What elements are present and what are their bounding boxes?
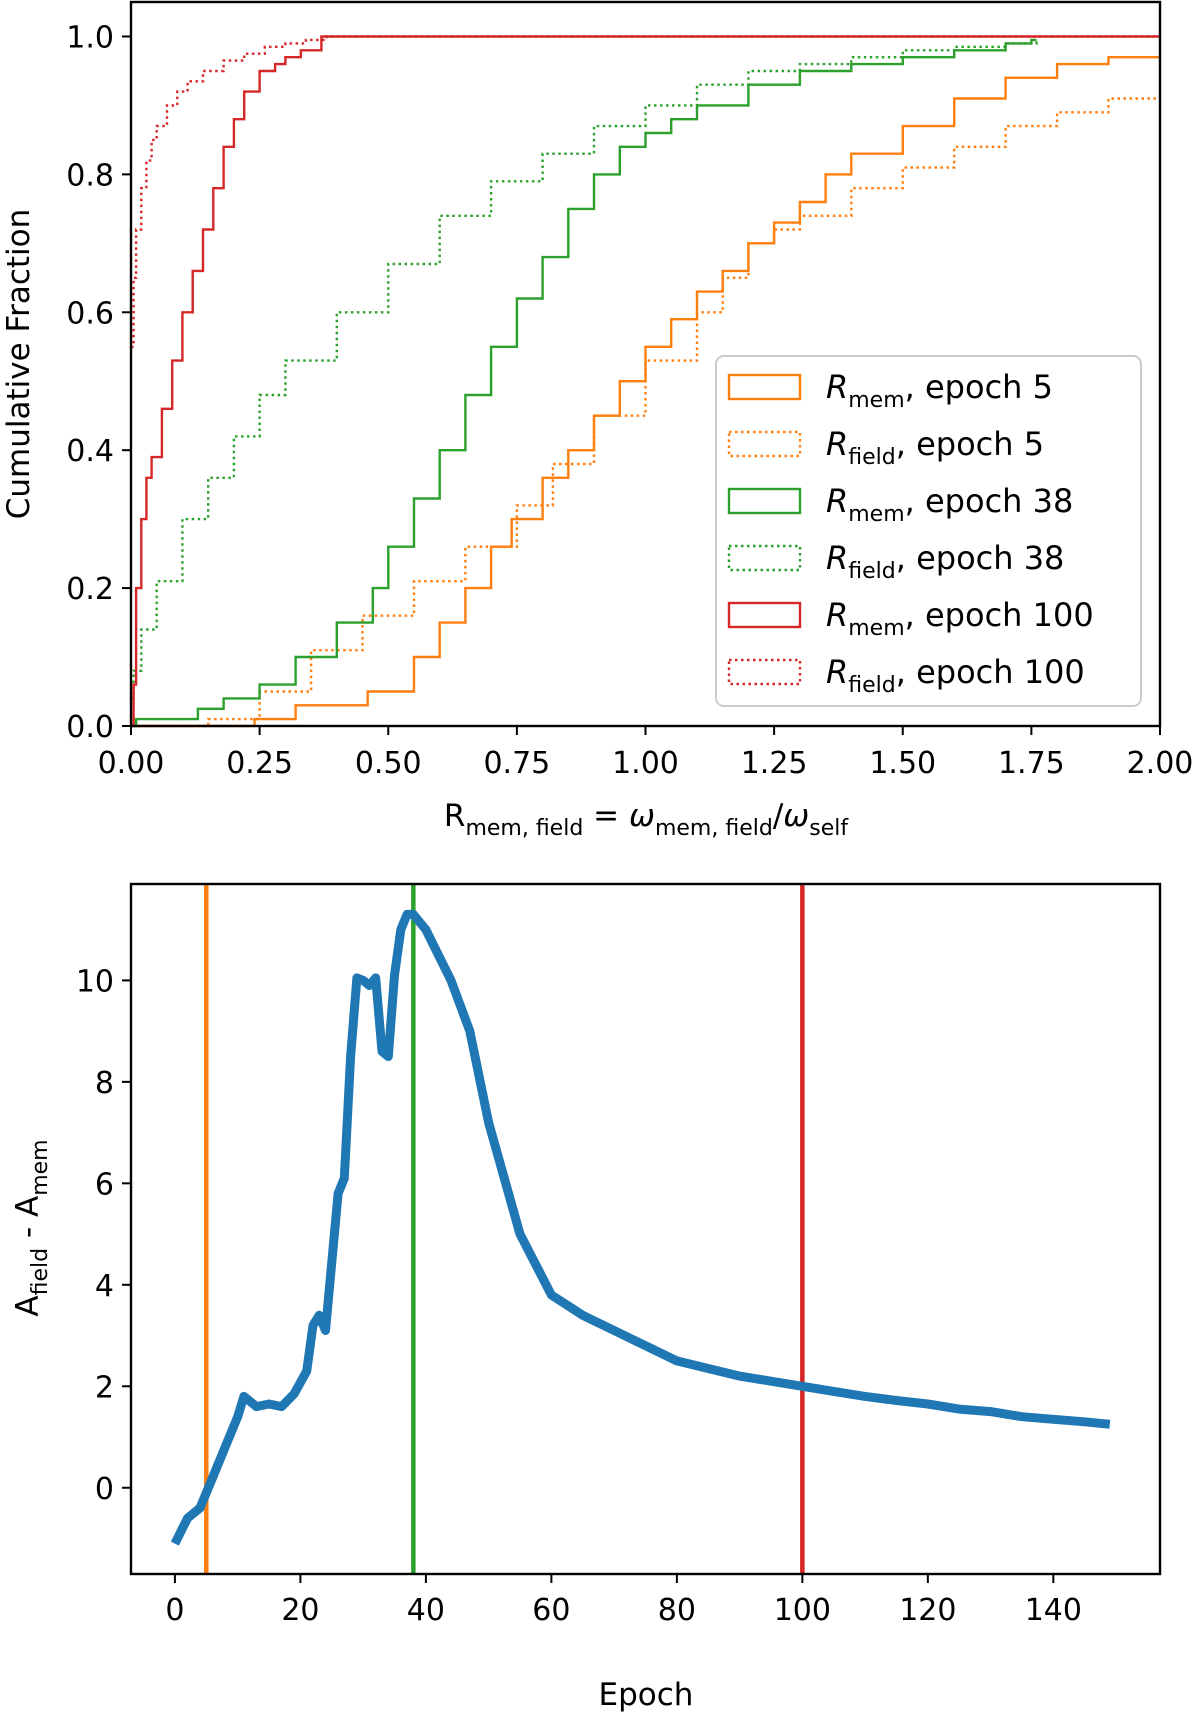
cdf-y-tick-label: 0.8 <box>66 158 114 193</box>
x-label-eq: = <box>583 798 629 834</box>
x-label-num: ω <box>629 798 655 834</box>
cdf-ticks: 0.00 0.25 0.50 0.75 1.00 1.25 1.50 1.75 2.00 0.0 0… <box>66 20 1193 781</box>
epoch-y-tick-label: 10 <box>76 964 114 999</box>
y-label-b-sub: mem <box>28 1139 53 1195</box>
x-label-den-sub: self <box>809 816 849 841</box>
cdf-x-tick-label: 0.50 <box>355 746 422 781</box>
cdf-x-tick-label: 0.25 <box>226 746 293 781</box>
cdf-x-tick-label: 2.00 <box>1127 746 1194 781</box>
legend-label-rfield38: Rfield, epoch 38 <box>826 539 1064 584</box>
cdf-x-tick-label: 1.00 <box>612 746 679 781</box>
epoch-x-tick-label: 40 <box>407 1593 445 1628</box>
cdf-x-tick-label: 1.75 <box>998 746 1065 781</box>
y-label-a: A <box>10 1295 46 1316</box>
epoch-x-tick-label: 0 <box>165 1593 184 1628</box>
legend-swatch-rmem100 <box>727 601 802 629</box>
cdf-line-rfield38 <box>131 39 1038 700</box>
cdf-y-tick-label: 0.2 <box>66 572 114 607</box>
epoch-y-tick-label: 6 <box>95 1167 114 1202</box>
cdf-line-rmem38 <box>131 38 1037 728</box>
epoch-x-tick-label: 120 <box>899 1593 956 1628</box>
legend-label-rmem5: Rmem, epoch 5 <box>826 368 1053 413</box>
cdf-x-tick-label: 0.00 <box>98 746 165 781</box>
legend-box <box>715 355 1142 707</box>
cdf-series-group <box>131 35 1162 728</box>
epoch-x-tick-label: 100 <box>774 1593 831 1628</box>
epoch-x-tick-label: 60 <box>532 1593 570 1628</box>
legend-label-rfield5: Rfield, epoch 5 <box>826 425 1044 470</box>
epoch-axes-frame <box>129 882 1162 1576</box>
cdf-y-tick-label: 0.6 <box>66 296 114 331</box>
epoch-x-tick-label: 80 <box>658 1593 696 1628</box>
y-label-mid: - <box>10 1217 46 1248</box>
x-label-den: ω <box>783 798 809 834</box>
legend-entries: Rmem, epoch 5 Rfield, epoch 5 Rmem, epoch … <box>727 368 1094 698</box>
epoch-y-tick-label: 0 <box>95 1472 114 1507</box>
x-label-base-sub: mem, field <box>465 816 583 841</box>
x-label-num-sub: mem, field <box>655 816 773 841</box>
epoch-x-tick-label: 140 <box>1025 1593 1082 1628</box>
cdf-y-tick-label: 1.0 <box>66 20 114 55</box>
epoch-vertical-lines <box>204 884 805 1574</box>
epoch-y-axis-label: Afield - Amem <box>10 1139 53 1316</box>
epoch-y-tick-label: 2 <box>95 1370 114 1405</box>
epoch-x-tick-label: 20 <box>281 1593 319 1628</box>
legend-label-rmem100: Rmem, epoch 100 <box>826 596 1094 641</box>
epoch-y-tick-label: 8 <box>95 1066 114 1101</box>
cdf-y-tick-label: 0.4 <box>66 434 114 469</box>
cdf-legend: Rmem, epoch 5 Rfield, epoch 5 Rmem, epoch … <box>715 355 1142 707</box>
cdf-line-rfield100 <box>131 35 1160 348</box>
epoch-y-tick-label: 4 <box>95 1269 114 1304</box>
cdf-x-tick-label: 1.50 <box>869 746 936 781</box>
legend-label-rmem38: Rmem, epoch 38 <box>826 482 1073 527</box>
epoch-ticks: 0 20 40 60 80 100 120 140 0 2 4 6 8 10 <box>76 964 1082 1628</box>
cdf-panel: 0.00 0.25 0.50 0.75 1.00 1.25 1.50 1.75 2.00 0.0 0… <box>1 0 1193 841</box>
epoch-x-axis-label: Epoch <box>599 1677 694 1713</box>
epoch-line-afield_minus_amem <box>170 909 1111 1546</box>
x-label-base: R <box>444 798 466 834</box>
cdf-x-axis-label: Rmem, field = ωmem, field/ωself <box>444 798 849 841</box>
cdf-line-rmem5 <box>131 56 1160 728</box>
y-label-b: A <box>10 1196 46 1217</box>
legend-label-rfield100: Rfield, epoch 100 <box>826 653 1085 698</box>
x-label-slash: / <box>773 798 784 834</box>
cdf-x-tick-label: 1.25 <box>741 746 808 781</box>
epoch-series-group <box>170 909 1111 1546</box>
legend-swatch-rmem5 <box>727 373 802 401</box>
cdf-line-rfield5 <box>131 81 1162 728</box>
cdf-y-axis-label: Cumulative Fraction <box>1 209 37 520</box>
cdf-line-rmem100 <box>131 35 1160 728</box>
cdf-x-tick-label: 0.75 <box>483 746 550 781</box>
legend-swatch-rmem38 <box>727 487 802 515</box>
cdf-y-tick-label: 0.0 <box>66 710 114 745</box>
y-label-a-sub: field <box>28 1248 53 1295</box>
